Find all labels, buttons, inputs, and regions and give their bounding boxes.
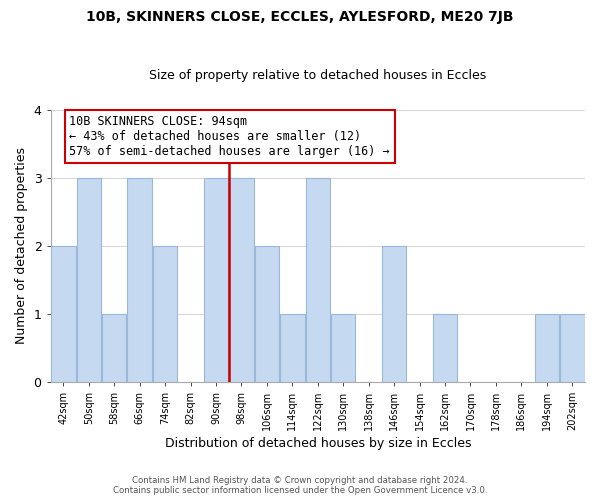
Bar xyxy=(127,178,152,382)
Bar xyxy=(382,246,406,382)
Bar xyxy=(153,246,178,382)
Text: 10B, SKINNERS CLOSE, ECCLES, AYLESFORD, ME20 7JB: 10B, SKINNERS CLOSE, ECCLES, AYLESFORD, … xyxy=(86,10,514,24)
Bar xyxy=(305,178,330,382)
Bar xyxy=(280,314,305,382)
X-axis label: Distribution of detached houses by size in Eccles: Distribution of detached houses by size … xyxy=(164,437,471,450)
Bar xyxy=(560,314,584,382)
Bar xyxy=(229,178,254,382)
Bar xyxy=(535,314,559,382)
Text: Contains HM Land Registry data © Crown copyright and database right 2024.
Contai: Contains HM Land Registry data © Crown c… xyxy=(113,476,487,495)
Bar xyxy=(331,314,355,382)
Bar xyxy=(433,314,457,382)
Bar xyxy=(102,314,127,382)
Text: 10B SKINNERS CLOSE: 94sqm
← 43% of detached houses are smaller (12)
57% of semi-: 10B SKINNERS CLOSE: 94sqm ← 43% of detac… xyxy=(69,115,390,158)
Bar xyxy=(204,178,228,382)
Bar xyxy=(77,178,101,382)
Y-axis label: Number of detached properties: Number of detached properties xyxy=(15,147,28,344)
Title: Size of property relative to detached houses in Eccles: Size of property relative to detached ho… xyxy=(149,69,487,82)
Bar xyxy=(51,246,76,382)
Bar xyxy=(254,246,279,382)
